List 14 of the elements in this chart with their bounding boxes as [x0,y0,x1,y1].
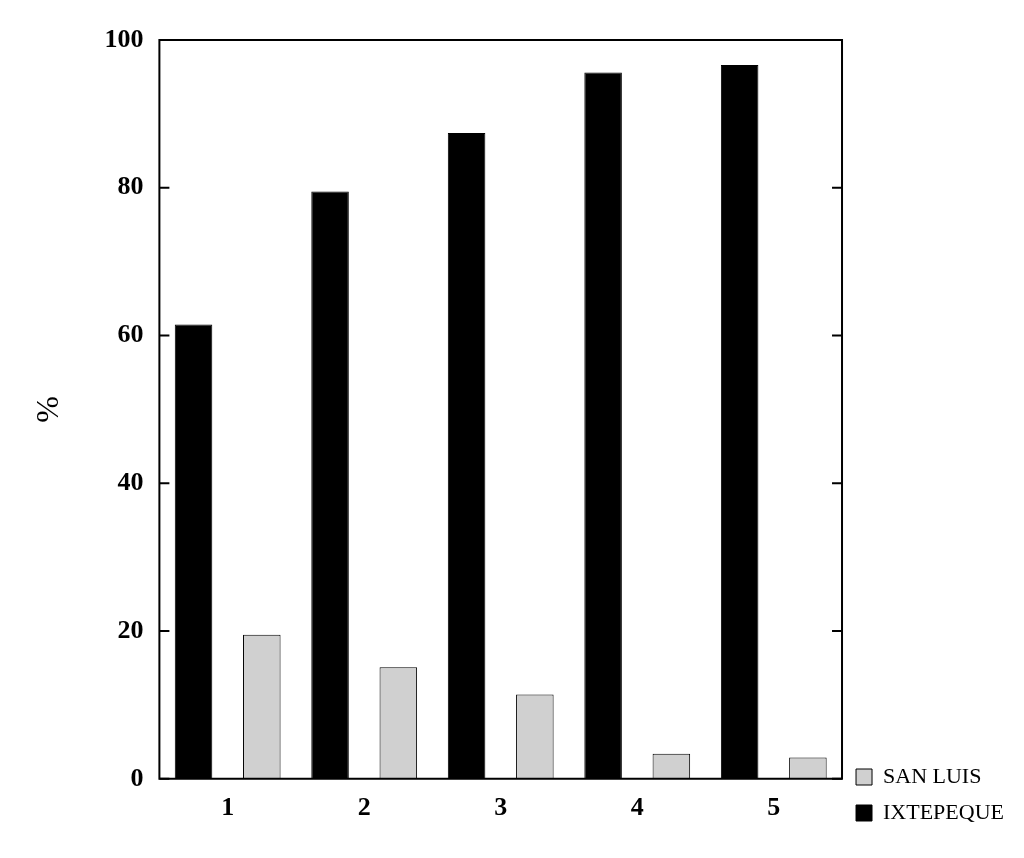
legend-label: SAN LUIS [883,762,982,788]
x-tick-label: 1 [221,792,235,822]
x-tick-label: 4 [630,792,644,822]
legend-label: IXTEPEQUE [883,798,1005,824]
y-tick-label: 0 [130,762,144,792]
x-tick-label: 5 [767,792,781,822]
y-tick-label: 60 [117,319,144,349]
x-tick-label: 2 [357,792,371,822]
x-tick-label: 3 [494,792,508,822]
y-tick-label: 100 [104,23,144,53]
y-tick-label: 40 [117,467,144,496]
y-tick-label: 20 [117,614,144,644]
y-tick-label: 80 [117,171,144,201]
y-axis-title: % [28,396,65,423]
